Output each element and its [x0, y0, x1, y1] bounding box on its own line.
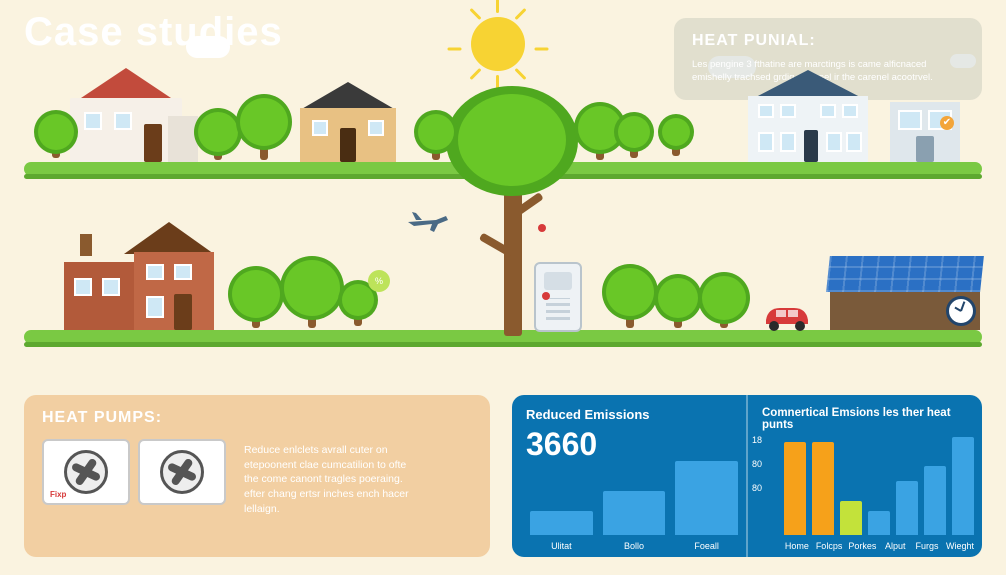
house-brick-icon [64, 252, 214, 330]
bar [812, 442, 834, 535]
x-label: Ulitat [530, 541, 593, 551]
info-box-title: HEAT PUNIAL: [692, 32, 964, 50]
bar [924, 466, 946, 535]
bar [784, 442, 806, 535]
bar [530, 511, 593, 535]
tree-icon [660, 116, 692, 156]
info-box-heat-pumps: HEAT PUMPS: Fixp Reduce enlclets avrall … [24, 395, 490, 557]
ground-shadow [24, 342, 982, 347]
big-tree-icon [452, 92, 572, 332]
house-icon [300, 108, 396, 162]
tree-icon [416, 112, 456, 160]
tree-icon [282, 258, 342, 328]
house-icon [748, 96, 868, 162]
bar [675, 461, 738, 535]
clock-icon [946, 296, 976, 326]
car-icon [760, 300, 814, 332]
chart-title: Comnertical Emsions les ther heat punts [762, 407, 972, 431]
airplane-icon [406, 210, 450, 234]
badge-icon: % [368, 270, 390, 292]
bar [603, 491, 666, 535]
tree-icon [656, 276, 700, 328]
heat-pump-icon: Fixp [42, 439, 130, 505]
x-label: Wieght [946, 541, 974, 551]
ytick: 18 [752, 435, 762, 445]
x-label: Home [784, 541, 810, 551]
tree-icon [238, 96, 290, 160]
x-label: Folcps [816, 541, 843, 551]
building-icon: ✔ [890, 102, 960, 162]
chart-big-number: 3660 [526, 426, 736, 463]
ytick: 80 [752, 459, 762, 469]
bar [896, 481, 918, 535]
tree-icon [36, 112, 76, 158]
cloud-icon [186, 36, 230, 58]
tree-icon [616, 114, 652, 158]
tree-icon [196, 110, 240, 160]
x-label: Furgs [914, 541, 940, 551]
heat-pump-icon [138, 439, 226, 505]
info-box-body: Reduce enlclets avrall cuter on etepoone… [244, 443, 414, 516]
tree-icon [604, 266, 656, 328]
ytick: 80 [752, 483, 762, 493]
x-label: Foeall [675, 541, 738, 551]
chart-commercial-emissions: Comnertical Emsions les ther heat punts … [746, 395, 982, 557]
house-icon [70, 98, 182, 162]
tree-icon [230, 268, 282, 328]
bar [952, 437, 974, 535]
tree-icon [700, 274, 748, 328]
infographic-canvas: Case studies HEAT PUNIAL: Les pengine 3 … [0, 0, 1006, 575]
bar [840, 501, 862, 535]
bar [868, 511, 890, 536]
x-label: Alput [882, 541, 908, 551]
info-box-title: HEAT PUMPS: [42, 409, 162, 427]
page-title: Case studies [24, 10, 283, 55]
chart-title: Reduced Emissions [526, 407, 736, 422]
chart-panel: Reduced Emissions 3660 Ulitat Bollo Foeall… [512, 395, 982, 557]
x-label: Bollo [603, 541, 666, 551]
x-label: Porkes [848, 541, 876, 551]
chart-reduced-emissions: Reduced Emissions 3660 Ulitat Bollo Foeall [512, 395, 746, 557]
sun-icon [471, 17, 525, 71]
